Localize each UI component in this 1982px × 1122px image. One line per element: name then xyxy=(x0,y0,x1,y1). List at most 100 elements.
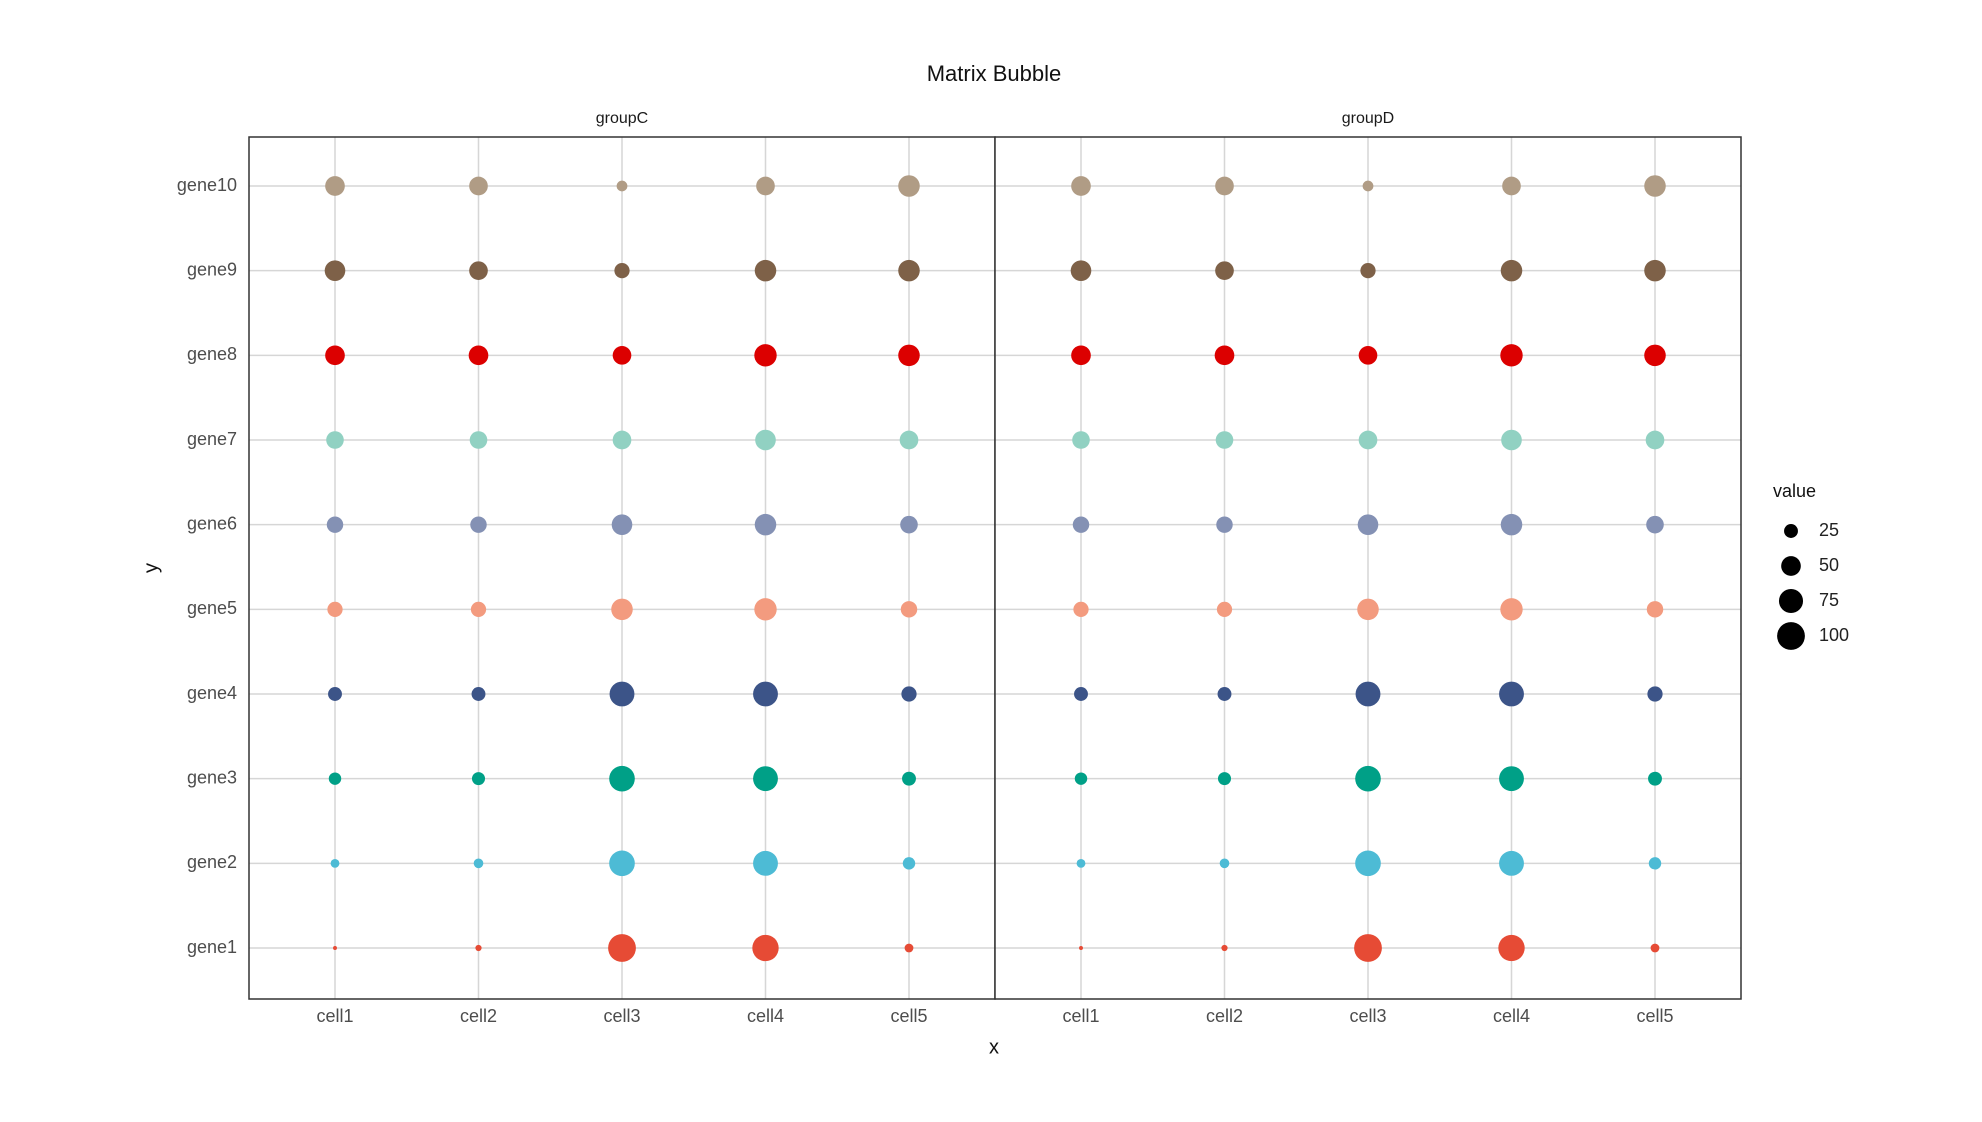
bubble xyxy=(1500,513,1523,536)
legend-key xyxy=(1781,556,1801,576)
bubble xyxy=(1070,260,1092,281)
legend-key xyxy=(1784,524,1798,538)
y-axis-title: y xyxy=(140,563,162,573)
y-tick-label: gene1 xyxy=(187,937,237,957)
y-tick-label: gene9 xyxy=(187,259,237,279)
bubble xyxy=(608,934,636,962)
bubble xyxy=(328,772,342,785)
bubble xyxy=(1499,850,1524,876)
bubble xyxy=(1646,515,1664,534)
bubble xyxy=(473,858,484,869)
x-tick-label: cell2 xyxy=(1206,1006,1243,1026)
y-tick-label: gene2 xyxy=(187,852,237,872)
bubble xyxy=(326,516,344,533)
legend-key xyxy=(1778,588,1804,614)
legend-label: 50 xyxy=(1819,555,1839,575)
y-tick-label: gene8 xyxy=(187,344,237,364)
bubble xyxy=(1645,430,1665,450)
bubble xyxy=(471,687,486,701)
bubble xyxy=(1354,934,1382,962)
bubble xyxy=(754,598,777,621)
bubble xyxy=(1358,430,1378,450)
bubble xyxy=(1221,944,1228,952)
panel-title: groupC xyxy=(596,110,648,127)
bubble xyxy=(899,430,919,450)
x-tick-label: cell1 xyxy=(1062,1006,1099,1026)
bubble xyxy=(1644,344,1666,367)
y-tick-label: gene4 xyxy=(187,683,237,703)
bubble xyxy=(1362,180,1374,192)
bubble xyxy=(470,516,487,533)
bubble xyxy=(1357,598,1379,621)
bubble xyxy=(1501,429,1522,451)
bubble xyxy=(1215,431,1234,449)
bubble xyxy=(611,514,633,535)
x-tick-label: cell3 xyxy=(603,1006,640,1026)
bubble xyxy=(1072,516,1090,533)
bubble xyxy=(611,598,633,621)
bubble xyxy=(1355,850,1381,877)
bubble xyxy=(904,943,914,953)
y-tick-label: gene6 xyxy=(187,513,237,533)
bubble xyxy=(1647,686,1663,702)
bubble xyxy=(324,260,346,281)
bubble xyxy=(752,934,779,962)
bubble xyxy=(1073,601,1089,617)
bubble xyxy=(1499,681,1524,707)
bubble xyxy=(1216,516,1233,533)
legend-label: 25 xyxy=(1819,520,1839,540)
bubble xyxy=(1074,772,1088,785)
x-tick-label: cell5 xyxy=(890,1006,927,1026)
bubble xyxy=(1357,514,1379,535)
bubble xyxy=(1360,263,1376,279)
x-tick-label: cell1 xyxy=(316,1006,353,1026)
bubble xyxy=(1355,681,1381,707)
bubble xyxy=(328,687,342,701)
bubble xyxy=(1355,765,1381,792)
bubble xyxy=(1214,345,1235,366)
chart-title: Matrix Bubble xyxy=(927,61,1062,86)
x-tick-label: cell2 xyxy=(460,1006,497,1026)
bubble xyxy=(1074,687,1088,701)
x-tick-label: cell4 xyxy=(1493,1006,1530,1026)
legend-title: value xyxy=(1773,481,1816,501)
x-tick-label: cell3 xyxy=(1349,1006,1386,1026)
bubble xyxy=(1644,259,1666,282)
bubble xyxy=(1500,598,1523,621)
bubble xyxy=(1644,175,1666,197)
bubble xyxy=(609,681,635,707)
bubble xyxy=(1079,946,1083,950)
y-tick-label: gene3 xyxy=(187,767,237,787)
bubble xyxy=(898,259,920,282)
bubble xyxy=(1072,431,1090,449)
bubble xyxy=(325,345,345,366)
bubble xyxy=(1215,261,1234,280)
bubble xyxy=(333,946,337,950)
y-tick-label: gene5 xyxy=(187,598,237,618)
bubble xyxy=(468,345,489,366)
bubble xyxy=(901,686,917,702)
bubble xyxy=(1071,345,1091,366)
y-tick-label: gene7 xyxy=(187,429,237,449)
legend-label: 75 xyxy=(1819,590,1839,610)
bubble xyxy=(1219,858,1230,869)
bubble xyxy=(1216,601,1233,617)
panel-border xyxy=(994,136,1742,1000)
bubble xyxy=(612,346,632,365)
bubble xyxy=(898,344,920,367)
bubble xyxy=(900,601,918,618)
bubble xyxy=(753,766,778,792)
bubble xyxy=(753,850,778,876)
bubble xyxy=(469,431,488,449)
bubble xyxy=(1646,601,1664,618)
bubble xyxy=(327,601,343,617)
bubble xyxy=(1502,176,1521,196)
bubble xyxy=(469,261,488,280)
bubble xyxy=(754,513,777,536)
bubble xyxy=(1650,943,1660,953)
bubble xyxy=(902,857,916,870)
bubble xyxy=(1498,934,1525,962)
bubble xyxy=(1217,772,1232,786)
bubble xyxy=(1648,857,1662,870)
